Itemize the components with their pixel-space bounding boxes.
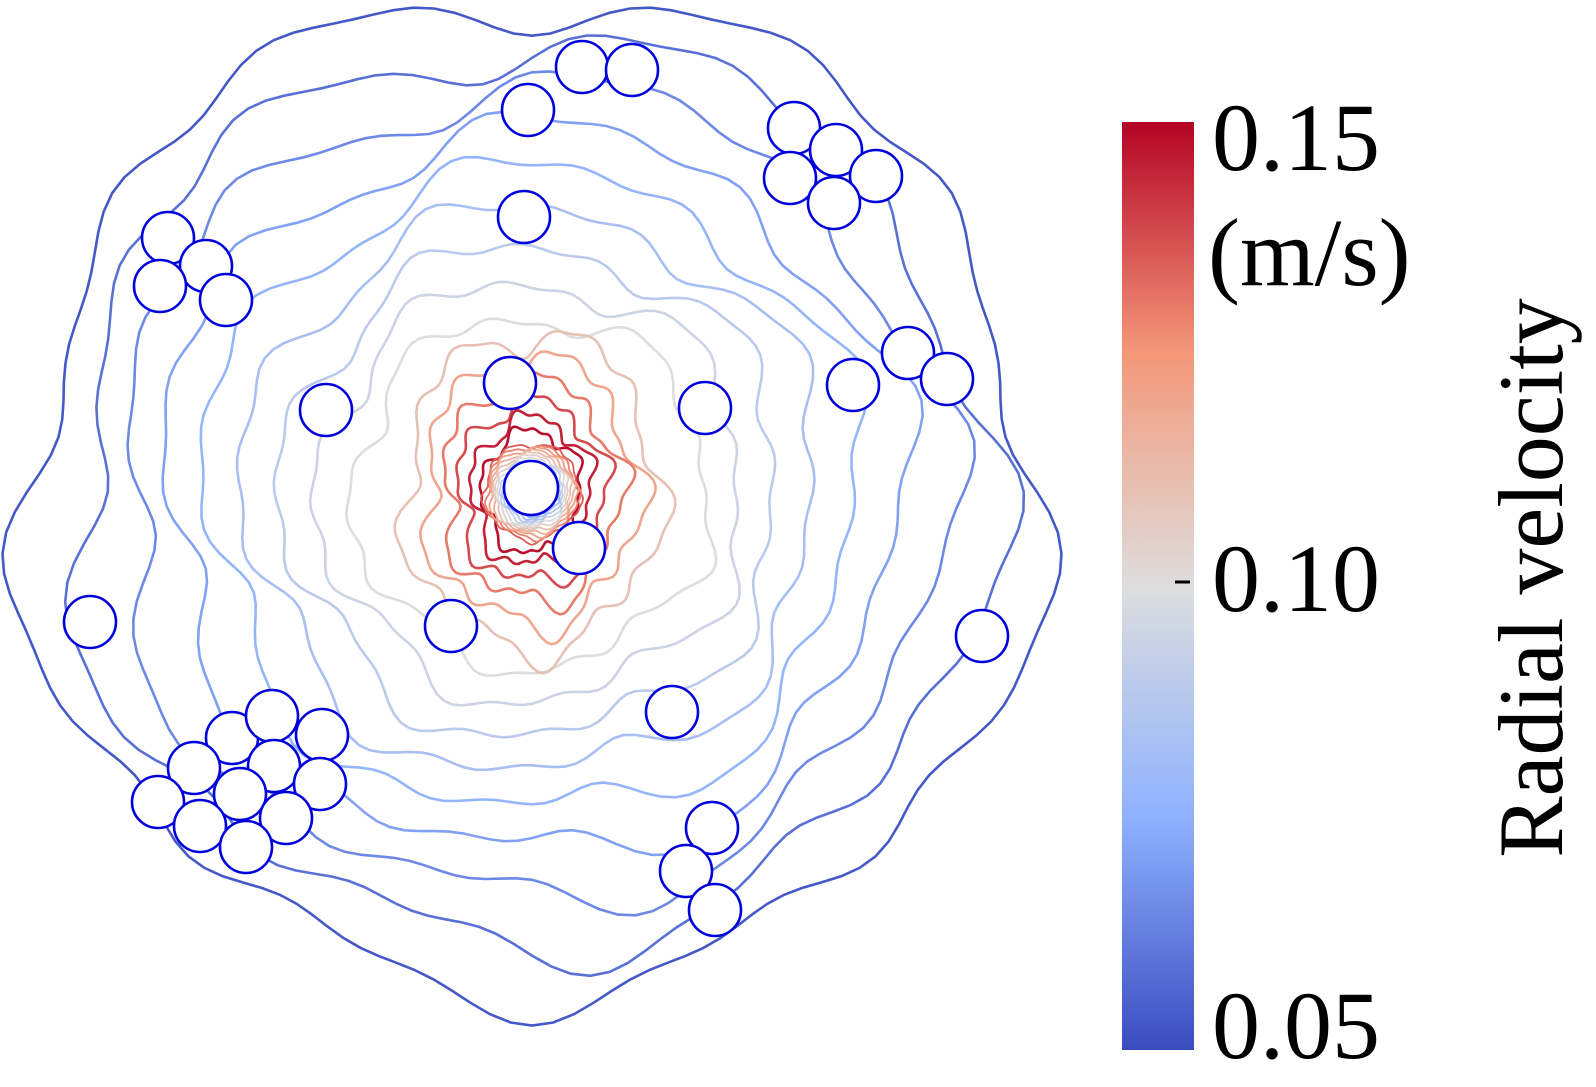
contour-line-5 — [235, 203, 816, 772]
particle-32 — [130, 774, 186, 830]
particle-36 — [684, 800, 740, 856]
particle-26 — [244, 688, 300, 744]
particle-7 — [482, 355, 538, 411]
particle-6 — [298, 382, 354, 438]
contour-line-11 — [441, 370, 637, 616]
core-contour-line-5 — [494, 453, 570, 529]
particle-15 — [604, 42, 660, 98]
particle-23 — [132, 258, 188, 314]
colorbar-title: Radial velocity — [1480, 298, 1582, 858]
particle-14 — [554, 39, 610, 95]
colorbar-unit-label: (m/s) — [1208, 199, 1411, 306]
particle-8 — [677, 380, 733, 436]
particle-1 — [551, 520, 607, 576]
colorbar-max-label: 0.15 — [1212, 84, 1380, 191]
particle-38 — [687, 882, 743, 938]
particle-31 — [212, 766, 268, 822]
particle-19 — [848, 148, 904, 204]
contour-line-2 — [126, 70, 977, 917]
particle-4 — [954, 608, 1010, 664]
colorbar-mid-label: 0.10 — [1212, 525, 1380, 632]
particle-30 — [292, 756, 348, 812]
particle-12 — [496, 189, 552, 245]
particle-2 — [423, 598, 479, 654]
particle-11 — [919, 351, 975, 407]
contour-line-0 — [1, 6, 1063, 1027]
contour-line-1 — [63, 34, 1026, 978]
velocity-contour-lines — [1, 6, 1063, 1027]
contour-line-4 — [199, 155, 871, 806]
particle-34 — [258, 790, 314, 846]
particle-13 — [500, 82, 556, 138]
core-contour-line-4 — [492, 450, 574, 531]
contour-line-9 — [393, 329, 677, 675]
particle-33 — [172, 798, 228, 854]
particle-37 — [658, 843, 714, 899]
particles — [62, 39, 1010, 938]
particle-35 — [218, 819, 274, 875]
particle-0 — [502, 459, 560, 517]
particle-27 — [294, 707, 350, 763]
colorbar: 0.15 (m/s) 0.10 0.05 Radial velocity — [1122, 84, 1582, 1079]
contour-line-6 — [272, 242, 777, 739]
particle-24 — [198, 272, 254, 328]
particle-29 — [166, 740, 222, 796]
contour-line-7 — [308, 280, 741, 707]
particle-3 — [644, 684, 700, 740]
particle-18 — [762, 150, 818, 206]
contour-line-10 — [419, 350, 657, 646]
core-contour-line-0 — [480, 444, 584, 546]
contour-line-8 — [344, 317, 718, 678]
particle-5 — [62, 594, 118, 650]
particle-20 — [806, 175, 862, 231]
particle-10 — [880, 325, 936, 381]
contour-line-12 — [455, 389, 617, 589]
colorbar-gradient — [1122, 122, 1194, 1050]
particle-9 — [825, 357, 881, 413]
core-contour-line-3 — [490, 448, 577, 535]
colorbar-min-label: 0.05 — [1212, 972, 1380, 1079]
